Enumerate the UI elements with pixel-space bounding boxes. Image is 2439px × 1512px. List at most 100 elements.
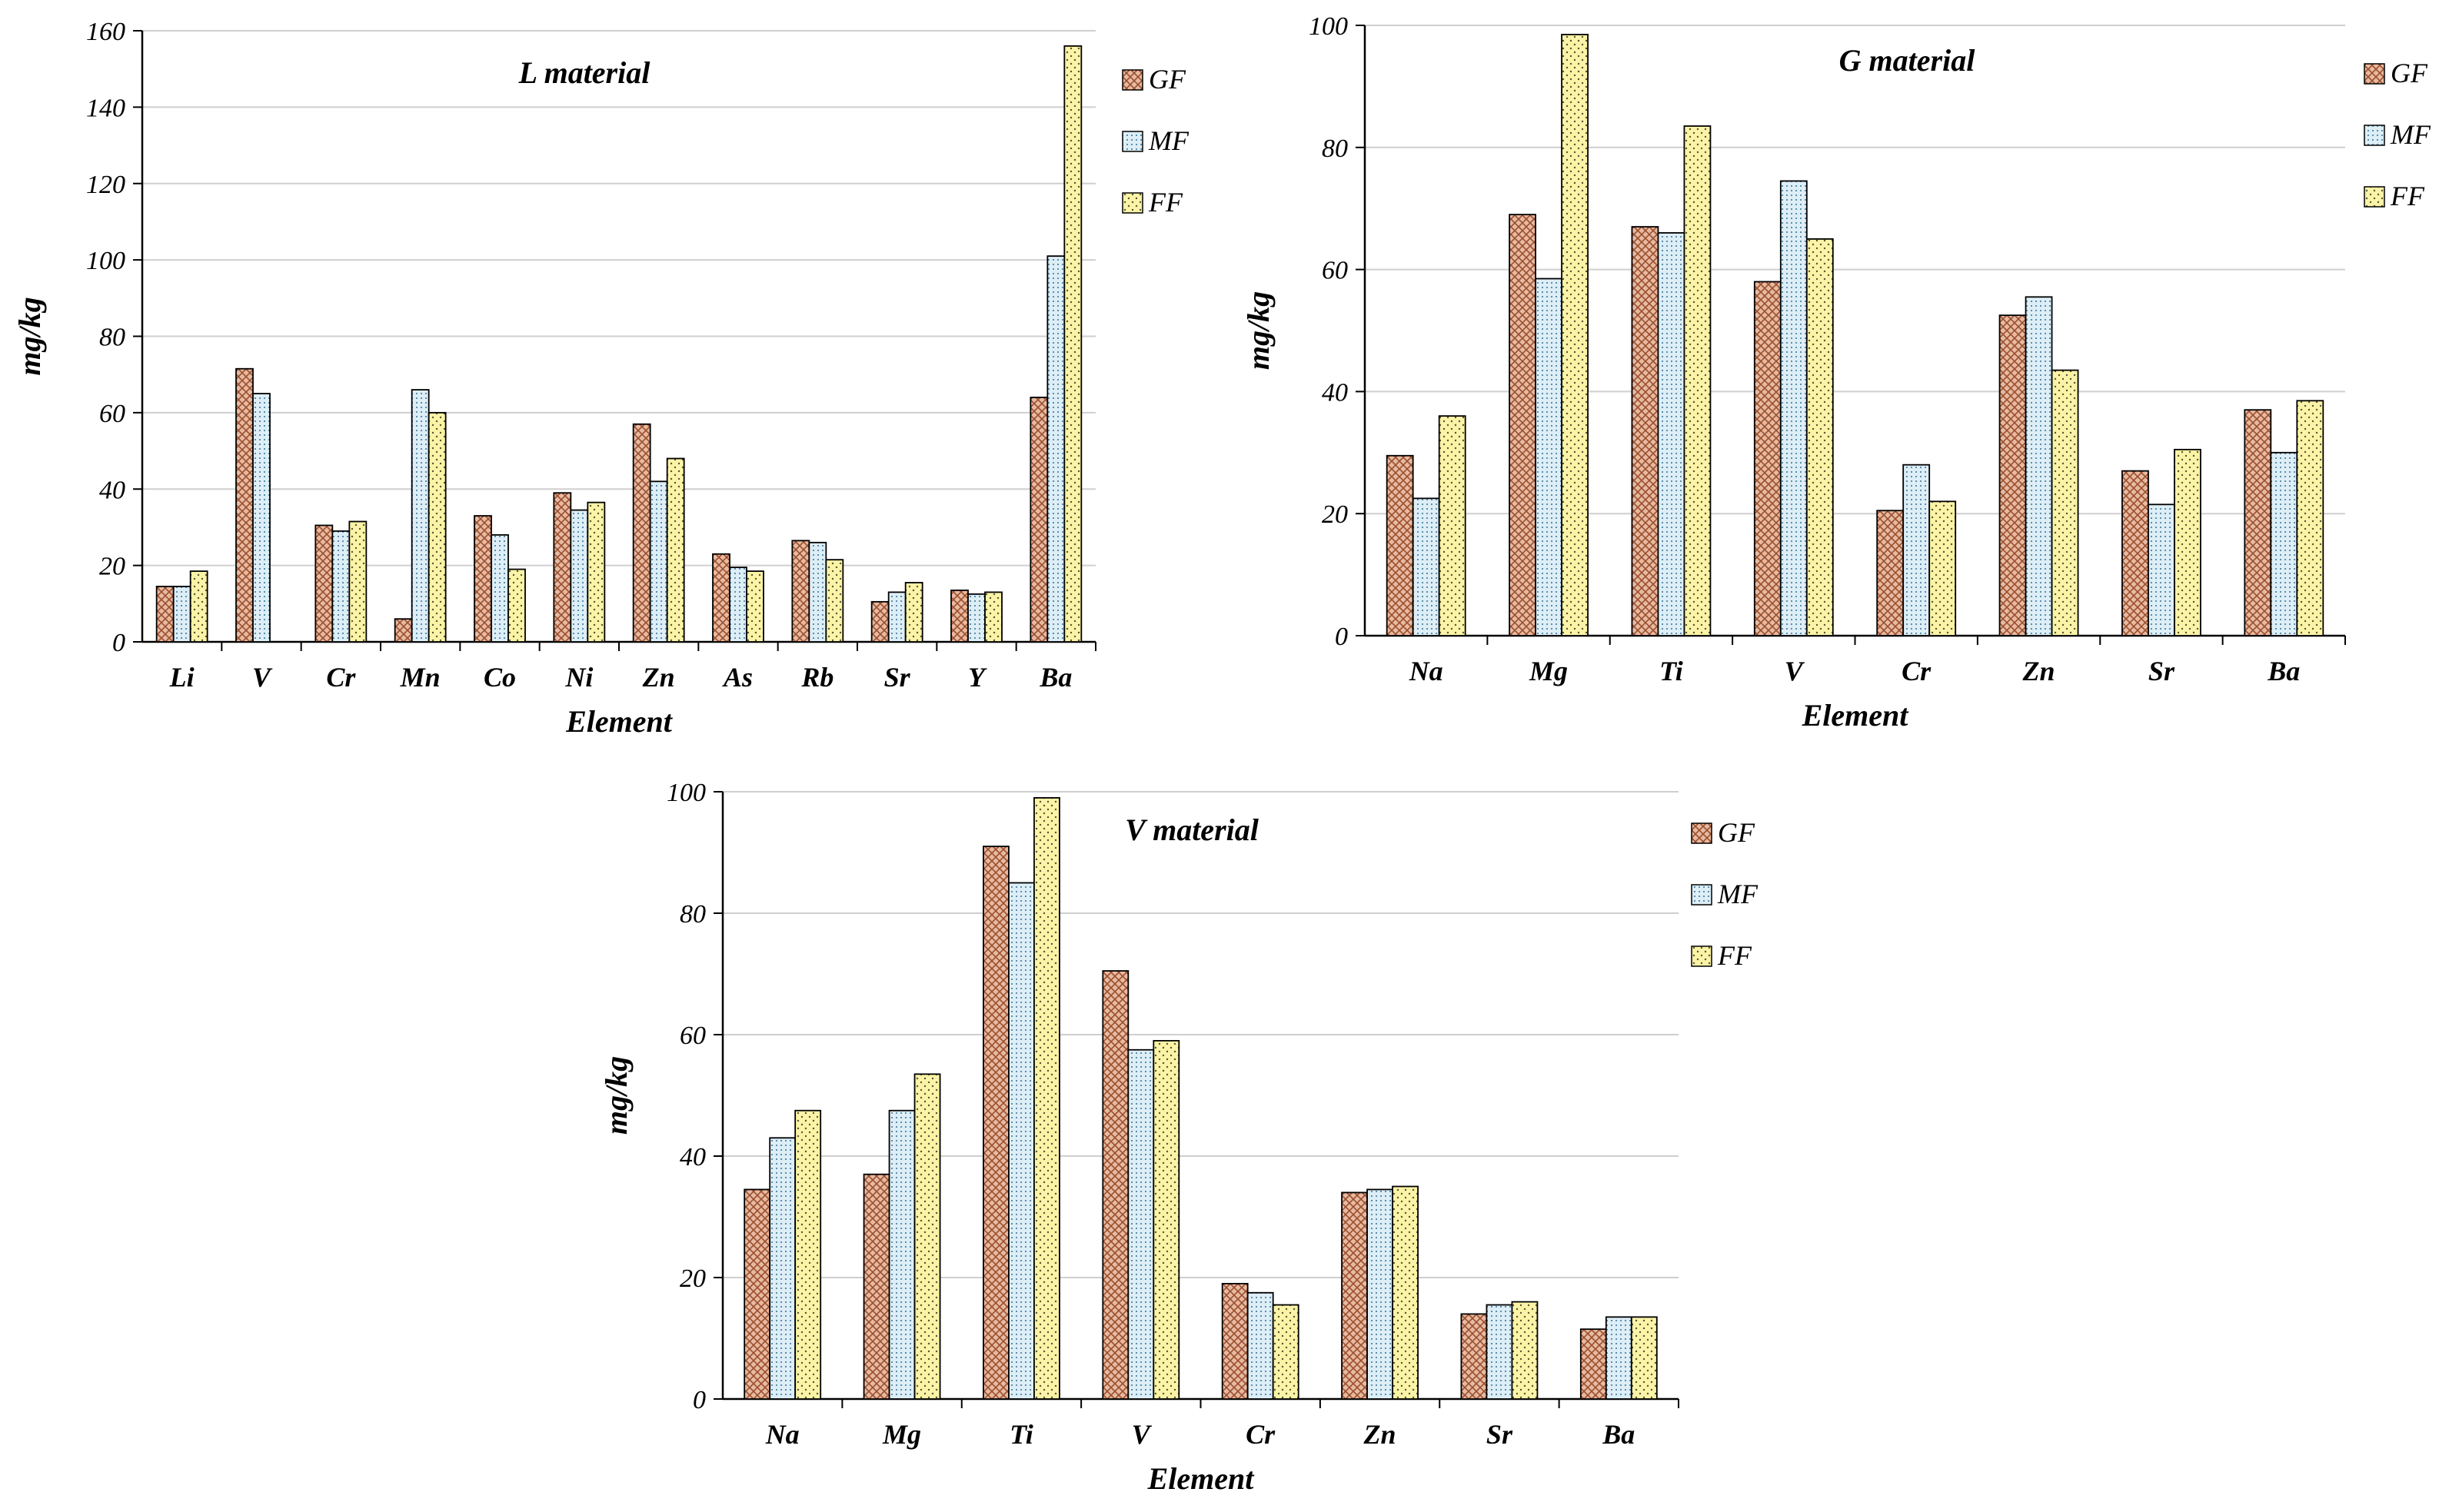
v-bar-gf-sr: [1460, 1313, 1488, 1400]
l-x-tick-label: Ni: [564, 662, 593, 693]
g-bar-mf-sr: [2148, 503, 2175, 636]
l-y-tick-label: 120: [86, 171, 125, 199]
v-x-tick-label: Sr: [1486, 1419, 1513, 1450]
g-bar-ff-na: [1438, 415, 1466, 636]
l-bar-ff-y: [984, 591, 1003, 643]
l-bar-gf-rb: [791, 540, 810, 643]
l-bar-ff-li: [189, 570, 208, 643]
l-bar-mf-mn: [411, 389, 430, 643]
l-y-tick-label: 0: [112, 629, 125, 657]
v-bar-mf-cr: [1246, 1291, 1274, 1400]
l-x-tick-label: Rb: [800, 662, 834, 693]
v-bar-gf-ti: [983, 846, 1010, 1400]
v-bar-ff-na: [794, 1109, 822, 1400]
l-x-axis-title: Element: [565, 704, 674, 739]
l-x-tick-label: Ba: [1039, 662, 1072, 693]
g-bar-ff-cr: [1928, 500, 1957, 636]
chart-g-material: 0 20 40 60 80 100 Na Mg Ti V Cr Zn Sr Ba G material Ele…: [1241, 12, 2431, 733]
v-y-axis-title: mg/kg: [599, 1056, 634, 1135]
l-bar-mf-co: [491, 533, 509, 643]
g-y-tick-label: 40: [1322, 378, 1348, 407]
v-bar-ff-v: [1153, 1040, 1180, 1400]
g-y-axis-title: mg/kg: [1241, 291, 1276, 370]
l-x-tick-label: V: [252, 662, 273, 693]
l-x-tick-label: Sr: [884, 662, 911, 693]
v-y-tick-label: 0: [693, 1386, 706, 1414]
v-bar-ff-cr: [1272, 1304, 1299, 1400]
v-x-axis-title: Element: [1147, 1461, 1256, 1496]
v-legend-swatch-gf: [1691, 822, 1712, 844]
v-bar-mf-zn: [1366, 1188, 1393, 1400]
l-bar-ff-mn: [428, 411, 447, 643]
l-bar-gf-zn: [632, 423, 651, 643]
v-x-tick-label: Mg: [882, 1419, 921, 1450]
v-x-tick-label: Ba: [1602, 1419, 1635, 1450]
g-bar-ff-ba: [2296, 400, 2324, 636]
l-legend-label-ff: FF: [1148, 187, 1183, 218]
g-bar-mf-v: [1779, 180, 1808, 636]
g-bar-mf-zn: [2025, 296, 2053, 636]
v-bar-gf-v: [1102, 970, 1130, 1400]
g-bar-mf-cr: [1902, 464, 1931, 636]
v-y-tick-label: 20: [680, 1264, 706, 1293]
v-legend-swatch-ff: [1691, 945, 1712, 967]
l-y-tick-label: 20: [99, 553, 125, 581]
v-bar-mf-v: [1127, 1048, 1155, 1400]
l-bar-mf-as: [729, 567, 747, 643]
v-bar-gf-mg: [863, 1173, 890, 1400]
v-bar-gf-ba: [1579, 1328, 1607, 1400]
l-bar-gf-li: [155, 586, 175, 643]
l-bar-mf-ba: [1046, 255, 1066, 643]
g-legend-label-gf: GF: [2391, 58, 2428, 88]
l-bar-mf-ni: [570, 509, 589, 643]
g-bar-ff-zn: [2051, 369, 2079, 636]
l-y-tick-label: 40: [99, 476, 125, 504]
g-bar-gf-ba: [2244, 409, 2272, 636]
g-x-tick-label: Na: [1409, 656, 1443, 686]
l-x-tick-label: Li: [169, 662, 195, 693]
l-bar-ff-as: [746, 570, 764, 643]
l-x-tick-label: Mn: [400, 662, 441, 693]
l-y-tick-label: 100: [86, 247, 125, 275]
g-bar-gf-v: [1753, 281, 1782, 636]
g-bar-ff-ti: [1683, 125, 1712, 636]
v-bar-mf-na: [769, 1137, 797, 1400]
v-y-tick-label: 100: [667, 779, 706, 807]
g-x-tick-label: Sr: [2148, 656, 2175, 686]
g-bar-mf-mg: [1535, 277, 1562, 636]
g-x-axis-title: Element: [1802, 698, 1910, 733]
l-y-tick-label: 60: [99, 400, 125, 428]
l-bar-mf-cr: [331, 530, 351, 643]
l-y-axis-title: mg/kg: [12, 297, 47, 375]
l-x-tick-label: Zn: [642, 662, 675, 693]
g-bar-mf-ti: [1657, 232, 1685, 636]
v-bar-mf-sr: [1486, 1304, 1513, 1400]
g-bar-gf-zn: [1998, 314, 2027, 636]
v-bar-mf-ti: [1008, 882, 1035, 1400]
g-chart-title: G material: [1839, 43, 1976, 78]
l-x-tick-label: As: [722, 662, 753, 693]
g-x-tick-label: Ba: [2267, 656, 2300, 686]
l-bar-ff-co: [507, 568, 526, 643]
g-bar-gf-cr: [1876, 510, 1905, 636]
g-bar-mf-na: [1412, 497, 1440, 636]
g-legend-swatch-mf: [2364, 125, 2385, 146]
v-x-tick-label: Ti: [1010, 1419, 1033, 1450]
l-x-tick-label: Co: [484, 662, 516, 693]
g-bar-gf-na: [1386, 454, 1414, 636]
v-bar-ff-ti: [1033, 797, 1060, 1400]
l-legend-swatch-mf: [1122, 131, 1143, 152]
g-bar-ff-v: [1805, 238, 1834, 636]
l-bar-gf-ba: [1030, 397, 1049, 643]
l-y-tick-label: 160: [86, 18, 125, 46]
v-bar-ff-zn: [1392, 1185, 1419, 1400]
g-legend-swatch-ff: [2364, 186, 2385, 208]
l-bar-ff-ba: [1063, 45, 1083, 643]
v-y-tick-label: 40: [680, 1143, 706, 1171]
g-x-tick-label: V: [1785, 656, 1805, 686]
g-bar-gf-sr: [2121, 470, 2149, 636]
g-bar-gf-ti: [1631, 226, 1659, 636]
v-bar-mf-mg: [888, 1109, 916, 1400]
v-bar-gf-cr: [1221, 1283, 1249, 1400]
v-legend-swatch-mf: [1691, 884, 1712, 906]
